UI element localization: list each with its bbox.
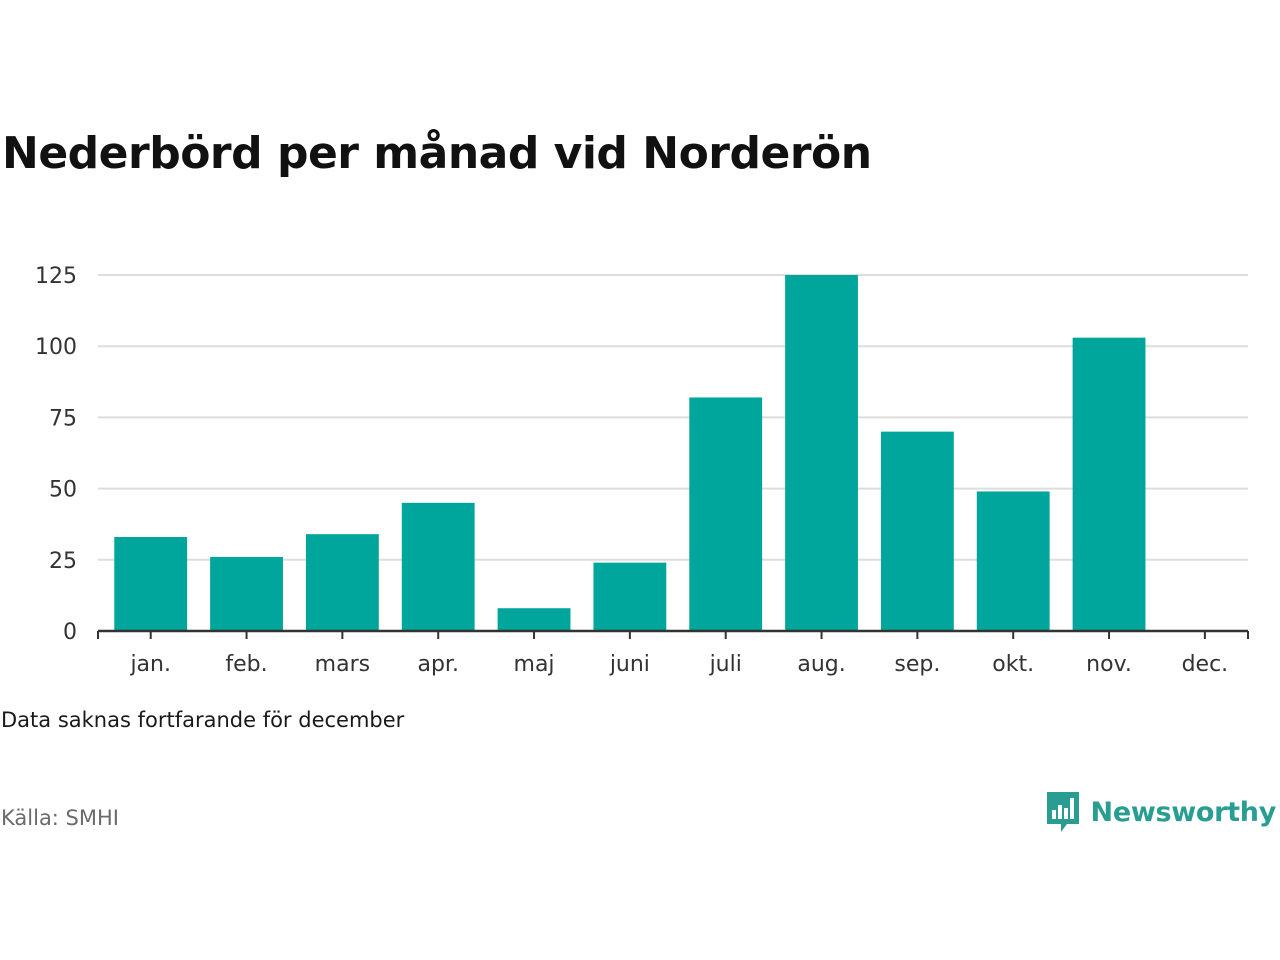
x-tick-label: nov.	[1086, 652, 1132, 677]
y-tick-label: 100	[35, 335, 77, 360]
newsworthy-logo-icon	[1046, 792, 1079, 832]
x-tick-label: aug.	[797, 652, 845, 677]
bar-chart: 0 25 50 75 100 125 jan. feb. mars apr. maj juni jul…	[35, 264, 1249, 677]
bar	[114, 537, 188, 631]
y-tick-label: 125	[35, 264, 77, 289]
x-axis	[97, 629, 1249, 639]
source-text: Källa: SMHI	[1, 806, 119, 830]
x-tick-label: feb.	[225, 652, 267, 677]
y-tick-label: 0	[63, 620, 77, 645]
brand-logo: Newsworthy	[1045, 790, 1276, 834]
x-axis-tick-labels: jan. feb. mars apr. maj juni juli aug. sep. okt. n…	[129, 652, 1228, 677]
chart-title: Nederbörd per månad vid Norderön	[2, 128, 872, 179]
x-tick-label: mars	[315, 652, 370, 677]
x-tick-label: dec.	[1182, 652, 1229, 677]
gridlines	[98, 274, 1248, 561]
x-tick-label: juni	[609, 652, 650, 677]
bar	[305, 534, 379, 631]
x-tick-label: apr.	[417, 652, 458, 677]
x-tick-label: maj	[514, 652, 555, 677]
x-tick-label: juli	[709, 652, 742, 677]
bar	[976, 491, 1050, 631]
x-tick-label: jan.	[129, 652, 171, 677]
bar	[497, 608, 571, 631]
y-tick-label: 75	[49, 406, 77, 431]
brand-name: Newsworthy	[1090, 796, 1277, 828]
bar	[1072, 337, 1146, 631]
bar	[880, 431, 954, 631]
bar	[785, 275, 858, 631]
x-tick-label: okt.	[992, 652, 1034, 677]
y-axis-tick-labels: 0 25 50 75 100 125	[35, 264, 77, 645]
y-tick-label: 25	[49, 549, 77, 574]
bar	[689, 397, 763, 631]
bar	[210, 556, 283, 631]
x-tick-label: sep.	[894, 652, 940, 677]
bars	[114, 275, 1146, 631]
bar	[593, 562, 667, 631]
bar	[401, 502, 475, 631]
chart-note: Data saknas fortfarande för december	[1, 708, 405, 732]
y-tick-label: 50	[49, 478, 77, 503]
